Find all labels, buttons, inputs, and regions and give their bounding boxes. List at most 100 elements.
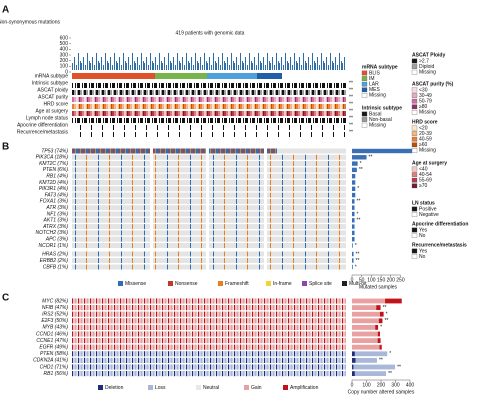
legend-label: <30 bbox=[419, 87, 428, 93]
y-tick-label: 300 bbox=[60, 52, 69, 58]
y-tick-label: 100 bbox=[60, 64, 69, 70]
gene-label: APC (3%) bbox=[45, 237, 69, 243]
cna-row bbox=[72, 318, 346, 324]
significance: ** bbox=[369, 155, 373, 161]
x-tick-label: 100 bbox=[362, 382, 371, 388]
bar bbox=[352, 258, 354, 263]
legend-swatch bbox=[361, 87, 368, 93]
legend-swatch bbox=[411, 142, 418, 148]
legend-swatch bbox=[342, 281, 347, 286]
legend-swatch bbox=[361, 111, 368, 117]
gene-label: PIK3R1 (4%) bbox=[39, 186, 69, 192]
legend-label: IM bbox=[369, 76, 375, 82]
legend-swatch bbox=[411, 248, 418, 254]
y-tick-label: 600 bbox=[60, 35, 69, 41]
cna-row bbox=[72, 371, 346, 377]
annotation-row bbox=[72, 97, 346, 102]
bar-segment bbox=[377, 331, 380, 337]
x-tick-label: 150 bbox=[377, 277, 386, 283]
legend-label: >2.7 bbox=[419, 58, 429, 64]
legend-swatch bbox=[411, 64, 418, 69]
legend-label: Deletion bbox=[105, 385, 124, 391]
mutation-histogram bbox=[72, 38, 346, 72]
significance: ** bbox=[357, 199, 361, 205]
bar-segment bbox=[377, 338, 381, 343]
legend-swatch bbox=[361, 76, 368, 81]
significance: * bbox=[355, 243, 357, 249]
legend-label: Yes bbox=[419, 227, 428, 233]
x-tick-label: 50 bbox=[359, 277, 365, 283]
cna-row bbox=[72, 357, 346, 363]
annotation-row bbox=[72, 83, 346, 88]
legend-swatch bbox=[98, 385, 103, 390]
significance: ** bbox=[388, 371, 392, 377]
legend-label: Loss bbox=[155, 385, 166, 391]
legend-label: Missing bbox=[369, 93, 386, 99]
legend-label: Diploid bbox=[419, 64, 435, 70]
x-tick-label: 0 bbox=[351, 382, 354, 388]
y-tick-label: 0 bbox=[65, 69, 68, 75]
bar bbox=[352, 251, 354, 257]
legend-swatch bbox=[411, 131, 418, 136]
panel-label: C bbox=[2, 293, 9, 304]
legend-label: <20 bbox=[419, 125, 428, 131]
legend-swatch bbox=[283, 385, 288, 390]
legend-label: Missing bbox=[419, 110, 436, 116]
legend-label: 30-49 bbox=[419, 93, 432, 99]
legend-label: LAR bbox=[369, 82, 379, 88]
legend-title: ASCAT purity (%) bbox=[412, 81, 454, 87]
gene-label: RB1 (56%) bbox=[44, 371, 69, 377]
significance: ** bbox=[349, 115, 353, 121]
annotation-row bbox=[72, 118, 346, 123]
bar-segment bbox=[352, 358, 356, 363]
legend-swatch bbox=[411, 212, 418, 217]
row-label: Age at surgery bbox=[35, 108, 68, 114]
legend-swatch bbox=[148, 385, 153, 390]
legend-label: ≥80 bbox=[419, 104, 428, 110]
legend-title: LN status bbox=[412, 200, 435, 206]
cna-row bbox=[72, 305, 346, 311]
gene-label: AKT1 (3%) bbox=[43, 218, 69, 224]
gene-label: MYC (82%) bbox=[42, 298, 68, 304]
legend-title: Age at surgery bbox=[412, 160, 447, 166]
legend-label: 40-54 bbox=[419, 172, 432, 178]
significance: ** bbox=[383, 305, 387, 311]
panel-label: A bbox=[2, 5, 9, 16]
legend-label: Splice site bbox=[309, 281, 332, 287]
legend-swatch bbox=[361, 81, 368, 87]
legend-title: Apocrine differentiation bbox=[412, 221, 468, 227]
bar-segment bbox=[352, 338, 378, 343]
bar bbox=[352, 167, 357, 173]
annotation-row bbox=[72, 90, 346, 95]
x-tick-label: 300 bbox=[391, 382, 400, 388]
x-axis-label: Copy number altered samples bbox=[348, 389, 415, 395]
row-label: ASCAT purity bbox=[38, 94, 68, 100]
bar bbox=[352, 192, 356, 198]
gene-label: NCOR1 (1%) bbox=[39, 243, 69, 249]
chart-title: 419 patients with genomic data bbox=[176, 30, 245, 36]
bar bbox=[352, 155, 367, 160]
bar bbox=[352, 199, 355, 204]
significance: * bbox=[355, 264, 357, 270]
gene-label: RB1 (4%) bbox=[46, 174, 68, 180]
row-label: Apocrine differentiation bbox=[17, 122, 68, 128]
bar bbox=[352, 264, 353, 270]
legend-swatch bbox=[302, 281, 307, 286]
gene-label: HRAS (2%) bbox=[42, 251, 68, 257]
gene-label: MYB (43%) bbox=[42, 325, 68, 331]
bar-segment bbox=[352, 318, 379, 324]
bar-segment bbox=[352, 305, 377, 310]
bar-segment bbox=[352, 331, 378, 337]
legend-swatch bbox=[361, 117, 368, 122]
annotation-row bbox=[72, 125, 346, 130]
legend-label: ≥60 bbox=[419, 142, 428, 148]
legend-swatch bbox=[266, 281, 271, 286]
bar bbox=[352, 243, 353, 248]
gene-label: ATR (3%) bbox=[45, 205, 68, 211]
legend-label: 40-59 bbox=[419, 137, 432, 143]
bar bbox=[352, 174, 356, 179]
cna-row bbox=[72, 364, 346, 370]
bar-segment bbox=[354, 351, 388, 357]
legend-label: No bbox=[419, 254, 426, 260]
y-tick-label: 200 bbox=[60, 58, 69, 64]
